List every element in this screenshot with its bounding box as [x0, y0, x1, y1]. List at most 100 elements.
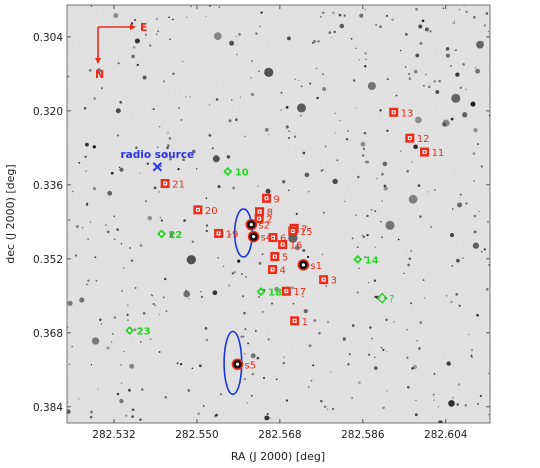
field-star [77, 397, 80, 400]
field-star [433, 372, 436, 375]
field-star [282, 361, 286, 365]
field-star [75, 225, 79, 228]
field-star [116, 134, 120, 137]
field-star [457, 202, 463, 208]
field-star [106, 230, 110, 234]
field-star [78, 161, 81, 164]
field-star [442, 7, 445, 10]
field-star [115, 108, 121, 114]
field-star [118, 166, 121, 169]
field-star [168, 16, 170, 19]
field-star [165, 310, 168, 313]
field-star [451, 208, 454, 210]
field-star [450, 65, 452, 67]
field-star [321, 168, 324, 172]
field-star [362, 235, 365, 239]
field-star [445, 47, 450, 51]
field-star [100, 87, 103, 90]
field-star [178, 107, 181, 110]
field-star [139, 244, 143, 247]
field-star [451, 93, 461, 103]
field-star [110, 171, 114, 175]
field-star [361, 234, 363, 237]
source-label-6: 6 [280, 234, 286, 245]
source-label-16: 16 [290, 241, 303, 252]
field-star [373, 366, 378, 370]
field-star [89, 221, 92, 224]
field-star [410, 250, 413, 252]
source-marker-core [235, 362, 240, 366]
source-marker-core [252, 235, 256, 239]
field-star [150, 294, 153, 296]
field-star [164, 396, 167, 399]
field-star [120, 364, 122, 366]
field-star [183, 219, 186, 222]
field-star [208, 5, 212, 7]
plot-frame [66, 4, 491, 424]
field-star [316, 96, 319, 100]
field-star [453, 20, 456, 22]
field-star [244, 328, 247, 331]
field-star [350, 37, 353, 40]
field-star [438, 420, 443, 423]
source-label-s5: s5 [244, 360, 256, 371]
field-star [485, 12, 489, 15]
source-marker-dot [291, 230, 294, 233]
field-star [130, 259, 134, 263]
source-label-22: 22 [168, 230, 182, 241]
field-star [287, 189, 290, 192]
field-star [283, 356, 285, 358]
field-star [457, 383, 461, 386]
field-star [95, 279, 98, 282]
field-star [245, 275, 247, 278]
field-star [200, 295, 204, 299]
field-star [67, 300, 73, 306]
field-star [429, 30, 432, 33]
field-star [375, 177, 378, 180]
field-star [89, 415, 93, 419]
field-star [473, 230, 477, 234]
field-star [204, 327, 208, 330]
field-star [328, 31, 332, 34]
field-star [355, 47, 357, 49]
field-star [355, 107, 357, 109]
field-star [131, 415, 134, 418]
field-star [285, 125, 289, 129]
field-star [208, 134, 212, 137]
field-star [465, 10, 468, 13]
field-star [191, 367, 194, 370]
field-star [135, 146, 138, 149]
field-star [250, 353, 256, 359]
field-star [186, 255, 196, 265]
field-star [143, 23, 145, 26]
field-star [251, 92, 255, 97]
field-star [228, 284, 231, 287]
field-star [356, 246, 359, 248]
field-star [291, 286, 294, 290]
field-star [254, 329, 257, 332]
y-tick-label: 0.384 [33, 402, 63, 414]
field-star [68, 218, 71, 222]
field-star [296, 103, 307, 113]
field-star [332, 11, 335, 14]
field-star [119, 100, 123, 104]
field-star [269, 417, 271, 420]
compass-north-label: N [95, 68, 104, 81]
source-marker-core [159, 232, 163, 236]
field-star [336, 159, 339, 162]
field-star [406, 356, 409, 359]
field-star [324, 145, 327, 148]
field-star [381, 200, 383, 202]
field-star [307, 386, 310, 388]
field-star [321, 73, 325, 76]
field-star [417, 184, 421, 187]
field-star [351, 237, 354, 240]
source-marker-core [226, 169, 230, 173]
field-star [343, 14, 346, 17]
field-star [187, 389, 191, 392]
field-star [446, 361, 451, 366]
field-star [133, 18, 137, 22]
field-star [485, 287, 489, 291]
field-star [373, 279, 377, 282]
field-star [92, 145, 96, 149]
